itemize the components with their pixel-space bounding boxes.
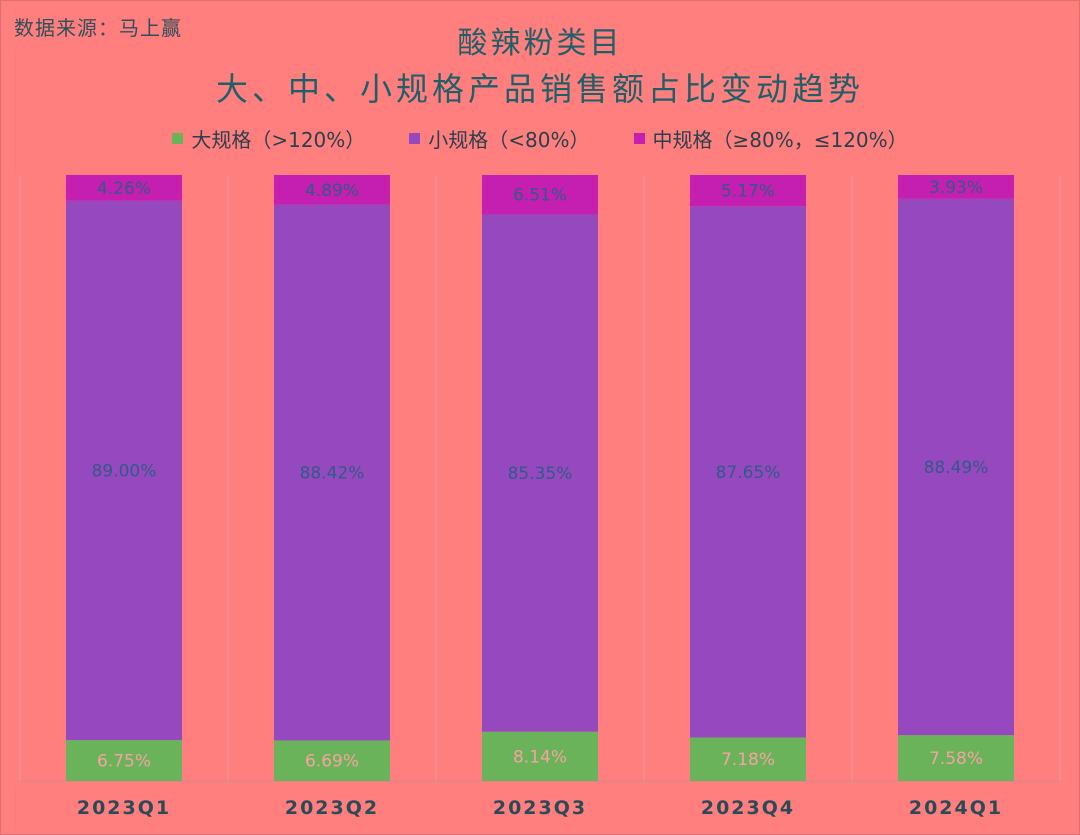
x-tick-label: 2024Q1 — [909, 797, 1003, 819]
data-label: 6.51% — [513, 186, 567, 206]
data-label: 4.26% — [97, 179, 151, 199]
bar-segment — [898, 735, 1014, 781]
x-tick-label: 2023Q1 — [77, 797, 171, 819]
data-label: 7.18% — [721, 750, 775, 770]
data-label: 8.14% — [513, 747, 567, 767]
bar-segment — [66, 740, 182, 781]
bar-segment — [66, 200, 182, 741]
legend-swatch-large — [172, 133, 184, 144]
data-label: 89.00% — [92, 461, 157, 481]
bar-segment — [690, 737, 806, 781]
bar-segment — [690, 206, 806, 738]
bar-segment — [690, 175, 806, 207]
bar-segment — [274, 175, 390, 205]
bar-segment — [274, 204, 390, 741]
legend-item-large: 大规格（>120%） — [172, 124, 365, 153]
data-source-note: 数据来源：马上赢 — [14, 16, 182, 40]
legend-label-large: 大规格（>120%） — [191, 128, 366, 152]
bar-segment — [274, 740, 390, 781]
x-tick-label: 2023Q2 — [285, 797, 379, 819]
legend-item-medium: 中规格（≥80%，≤120%） — [633, 124, 908, 153]
bar-segment — [482, 175, 598, 215]
data-label: 88.49% — [924, 458, 989, 478]
data-label: 3.93% — [929, 178, 983, 198]
x-tick-label: 2023Q3 — [493, 797, 587, 819]
data-label: 4.89% — [305, 181, 359, 201]
chart-legend: 大规格（>120%） 小规格（<80%） 中规格（≥80%，≤120%） — [0, 124, 1080, 153]
bar-segment — [482, 731, 598, 781]
x-tick-label: 2023Q4 — [701, 797, 795, 819]
bar-segment — [898, 198, 1014, 736]
chart-subtitle: 大、中、小规格产品销售额占比变动趋势 — [215, 70, 864, 108]
legend-swatch-small — [409, 133, 421, 144]
bar-segment — [898, 175, 1014, 199]
data-label: 7.58% — [929, 749, 983, 769]
legend-swatch-medium — [633, 133, 645, 144]
legend-item-small: 小规格（<80%） — [409, 124, 590, 153]
data-label: 6.75% — [97, 752, 151, 772]
chart-title: 酸辣粉类目 — [457, 26, 623, 61]
bar-segment — [66, 174, 182, 201]
data-label: 87.65% — [716, 463, 781, 483]
bar-segment — [482, 214, 598, 732]
legend-label-medium: 中规格（≥80%，≤120%） — [652, 128, 908, 152]
legend-label-small: 小规格（<80%） — [428, 128, 590, 152]
data-label: 6.69% — [305, 752, 359, 772]
data-label: 5.17% — [721, 182, 775, 202]
data-label: 88.42% — [300, 464, 365, 484]
data-label: 85.35% — [508, 464, 573, 484]
